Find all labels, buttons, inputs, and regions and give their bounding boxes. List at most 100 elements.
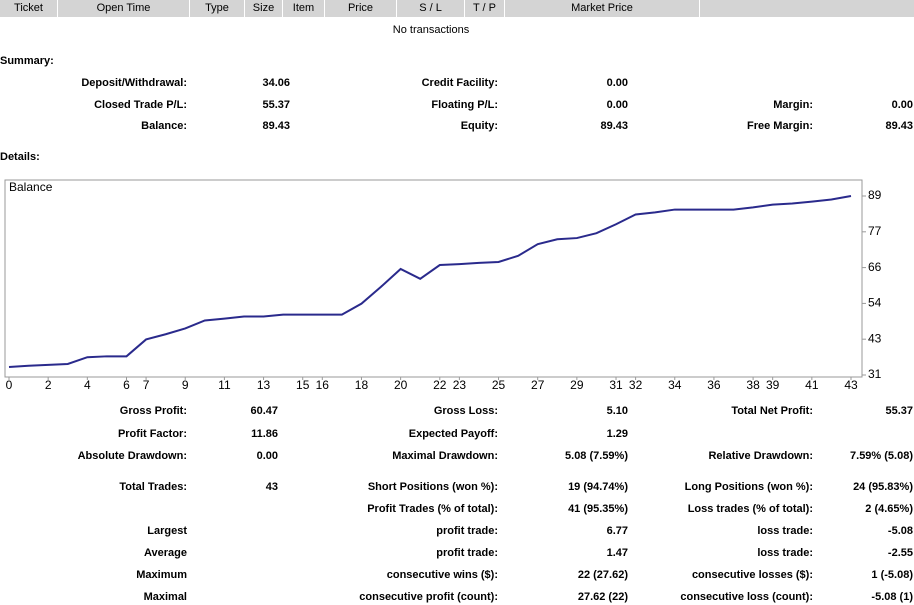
field-value: 19 (94.74%) (568, 481, 628, 493)
field-value: 5.10 (606, 405, 628, 417)
x-tick-label: 0 (6, 378, 13, 392)
field-value: 22 (27.62) (577, 569, 628, 581)
column-header: Market Price (505, 0, 700, 17)
field-value: 43 (265, 481, 278, 493)
field-label: Total Trades: (119, 481, 187, 493)
x-tick-label: 18 (355, 378, 369, 392)
field-value: 1 (-5.08) (871, 569, 913, 581)
chart-title: Balance (9, 180, 53, 194)
x-tick-label: 13 (257, 378, 271, 392)
field-value: 7.59% (5.08) (850, 450, 913, 462)
field-label: Loss trades (% of total): (687, 503, 813, 515)
x-tick-label: 7 (143, 378, 150, 392)
x-tick-label: 38 (746, 378, 760, 392)
field-value: 34.06 (262, 77, 290, 89)
field-label: consecutive wins ($): (386, 569, 498, 581)
field-label: Largest (147, 525, 187, 537)
field-label: Short Positions (won %): (367, 481, 498, 493)
field-label: Maximal Drawdown: (392, 450, 498, 462)
field-value: 11.86 (251, 428, 278, 440)
field-value: 55.37 (262, 98, 290, 111)
x-tick-label: 6 (123, 378, 130, 392)
field-value: 27.62 (22) (577, 591, 628, 603)
field-label: Floating P/L: (431, 98, 498, 111)
field-label: Balance: (141, 120, 187, 132)
field-label: Gross Loss: (433, 405, 498, 417)
x-tick-label: 16 (316, 378, 330, 392)
field-value: -5.08 (887, 525, 913, 537)
field-value: 55.37 (885, 405, 913, 417)
field-value: 0.00 (606, 77, 628, 89)
x-tick-label: 11 (218, 378, 231, 392)
y-tick-label: 54 (868, 296, 882, 310)
empty-note: No transactions (392, 24, 470, 36)
field-label: Credit Facility: (421, 77, 498, 89)
field-value: 24 (95.83%) (853, 481, 913, 493)
field-label: Expected Payoff: (408, 428, 498, 440)
field-label: Absolute Drawdown: (77, 450, 187, 462)
balance-line (8, 195, 852, 369)
section-title: Summary: (0, 55, 54, 67)
field-value: 89.43 (885, 120, 913, 132)
x-tick-label: 9 (182, 378, 189, 392)
column-header: Price (325, 0, 397, 17)
y-tick-label: 31 (868, 367, 882, 381)
field-value: 2 (4.65%) (865, 503, 913, 515)
x-tick-label: 34 (668, 378, 682, 392)
field-label: consecutive losses ($): (691, 569, 813, 581)
x-tick-label: 4 (84, 378, 91, 392)
y-tick-label: 66 (868, 260, 882, 274)
section-title: Details: (0, 151, 40, 163)
y-tick-label: 43 (868, 331, 882, 345)
x-tick-label: 43 (844, 378, 858, 392)
field-label: Free Margin: (746, 120, 813, 132)
column-header: S / L (397, 0, 465, 17)
field-label: Average (143, 547, 187, 559)
column-header: Item (283, 0, 325, 17)
field-value: 0.00 (256, 450, 278, 462)
field-label: consecutive loss (count): (680, 591, 813, 603)
field-value: -5.08 (1) (871, 591, 913, 603)
plot-frame (4, 179, 863, 378)
field-value: 1.47 (606, 547, 628, 559)
field-label: Profit Trades (% of total): (367, 503, 498, 515)
field-value: 0.00 (891, 98, 913, 111)
field-value: 0.00 (606, 98, 628, 111)
column-header: Open Time (58, 0, 190, 17)
field-value: 6.77 (606, 525, 628, 537)
field-label: loss trade: (757, 547, 813, 559)
field-value: 89.43 (600, 120, 628, 132)
x-tick-label: 20 (394, 378, 408, 392)
field-label: Gross Profit: (119, 405, 187, 417)
x-tick-label: 32 (629, 378, 643, 392)
balance-chart: Balance 89 77 66 54 43 31 0 2 4 6 7 9 11 13 15 16 18 20 22… (4, 179, 882, 392)
x-tick-label: 41 (805, 378, 819, 392)
x-tick-label: 15 (296, 378, 310, 392)
field-label: Relative Drawdown: (708, 450, 813, 462)
field-value: 60.47 (250, 405, 278, 417)
field-label: Equity: (460, 120, 498, 132)
column-header: Ticket (0, 0, 58, 17)
field-label: loss trade: (757, 525, 813, 537)
field-value: 41 (95.35%) (568, 503, 628, 515)
x-tick-label: 2 (45, 378, 52, 392)
x-tick-label: 27 (531, 378, 545, 392)
field-label: Deposit/Withdrawal: (81, 77, 187, 89)
field-label: Closed Trade P/L: (94, 98, 187, 111)
x-tick-label: 39 (766, 378, 780, 392)
field-label: Long Positions (won %): (684, 481, 813, 493)
column-header: Size (245, 0, 283, 17)
field-label: Profit Factor: (117, 428, 187, 440)
x-tick-label: 36 (707, 378, 721, 392)
field-label: consecutive profit (count): (359, 591, 498, 603)
x-tick-label: 31 (609, 378, 623, 392)
field-value: 1.29 (606, 428, 628, 440)
field-label: Total Net Profit: (731, 405, 813, 417)
x-tick-label: 29 (570, 378, 584, 392)
y-tick-label: 89 (868, 188, 882, 202)
field-label: Maximal (143, 591, 187, 603)
field-value: 89.43 (262, 120, 290, 132)
field-value: 5.08 (7.59%) (565, 450, 628, 462)
